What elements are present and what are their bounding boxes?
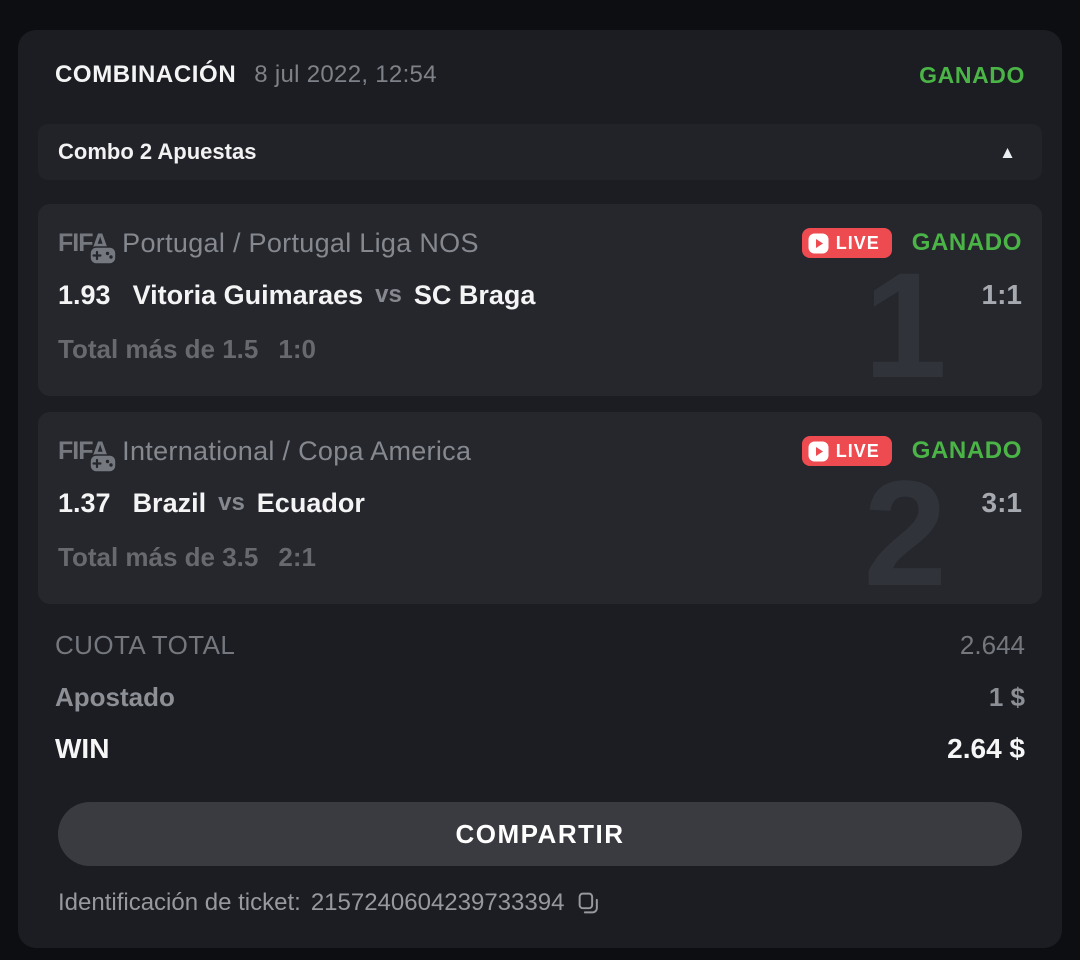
match-score: 1:1 — [981, 279, 1022, 310]
bet-odds: 1.93 — [58, 279, 111, 310]
ticket-status-badge: GANADO — [919, 61, 1025, 88]
fifa-esports-icon: FIFA — [58, 229, 117, 265]
league-name: International / Copa America — [122, 435, 472, 466]
bet-league-row: FIFA Portugal / Portugal Liga NOS LIVE G… — [58, 226, 1022, 265]
win-value: 2.64 $ — [947, 733, 1025, 764]
ticket-datetime: 8 jul 2022, 12:54 — [254, 61, 437, 88]
market-label: Total más de 1.5 — [58, 333, 259, 364]
share-button[interactable]: COMPARTIR — [58, 802, 1022, 866]
copy-icon[interactable] — [576, 891, 601, 916]
vs-label: vs — [375, 281, 402, 308]
bet-ticket-card: COMBINACIÓN 8 jul 2022, 12:54 GANADO Com… — [18, 30, 1062, 948]
play-icon — [808, 441, 829, 461]
play-icon — [808, 233, 829, 253]
win-row: WIN 2.64 $ — [55, 733, 1025, 764]
combo-collapse-bar[interactable]: Combo 2 Apuestas ▲ — [38, 124, 1042, 180]
home-team: Brazil — [132, 487, 207, 518]
bet-number-watermark: 2 — [863, 449, 947, 604]
ticket-header: COMBINACIÓN 8 jul 2022, 12:54 GANADO — [55, 58, 1025, 92]
stake-value: 1 $ — [988, 681, 1025, 712]
bet-status-badge: GANADO — [911, 229, 1022, 256]
live-label: LIVE — [835, 440, 880, 461]
bet-match-row: 1.93 Vitoria Guimaraes vs SC Braga 1:1 — [58, 278, 1022, 312]
bet-card-2: 2 FIFA International / Copa America LIVE — [38, 412, 1042, 604]
home-team: Vitoria Guimaraes — [132, 279, 364, 310]
stake-label: Apostado — [55, 681, 175, 712]
live-label: LIVE — [835, 232, 880, 253]
market-label: Total más de 3.5 — [58, 541, 259, 572]
ticket-type-label: COMBINACIÓN — [55, 61, 237, 88]
ticket-id-label: Identificación de ticket: — [58, 889, 301, 916]
gamepad-icon — [90, 453, 117, 473]
combo-label: Combo 2 Apuestas — [58, 139, 257, 164]
market-score: 2:1 — [278, 541, 316, 572]
total-odds-label: CUOTA TOTAL — [55, 629, 236, 660]
bet-odds: 1.37 — [58, 487, 111, 518]
bet-number-watermark: 1 — [863, 241, 947, 396]
total-odds-row: CUOTA TOTAL 2.644 — [55, 630, 1025, 660]
bet-status-badge: GANADO — [911, 437, 1022, 464]
win-label: WIN — [55, 733, 110, 764]
chevron-up-icon[interactable]: ▲ — [999, 142, 1016, 162]
bet-market-row: Total más de 1.5 1:0 — [58, 334, 1022, 364]
stake-row: Apostado 1 $ — [55, 682, 1025, 712]
bet-market-row: Total más de 3.5 2:1 — [58, 542, 1022, 572]
live-badge[interactable]: LIVE — [801, 436, 892, 466]
ticket-id-value: 2157240604239733394 — [310, 889, 565, 916]
league-name: Portugal / Portugal Liga NOS — [122, 227, 479, 258]
fifa-esports-icon: FIFA — [58, 437, 117, 473]
bet-league-row: FIFA International / Copa America LIVE G… — [58, 434, 1022, 473]
vs-label: vs — [218, 489, 245, 516]
match-score: 3:1 — [981, 487, 1022, 518]
gamepad-icon — [90, 245, 117, 265]
bet-match-row: 1.37 Brazil vs Ecuador 3:1 — [58, 486, 1022, 520]
market-score: 1:0 — [278, 333, 316, 364]
away-team: Ecuador — [256, 487, 365, 518]
away-team: SC Braga — [413, 279, 536, 310]
ticket-id-row: Identificación de ticket: 21572406042397… — [58, 888, 1022, 918]
total-odds-value: 2.644 — [959, 629, 1025, 660]
live-badge[interactable]: LIVE — [801, 228, 892, 258]
bet-card-1: 1 FIFA Portugal / Portugal Liga NOS LIVE — [38, 204, 1042, 396]
